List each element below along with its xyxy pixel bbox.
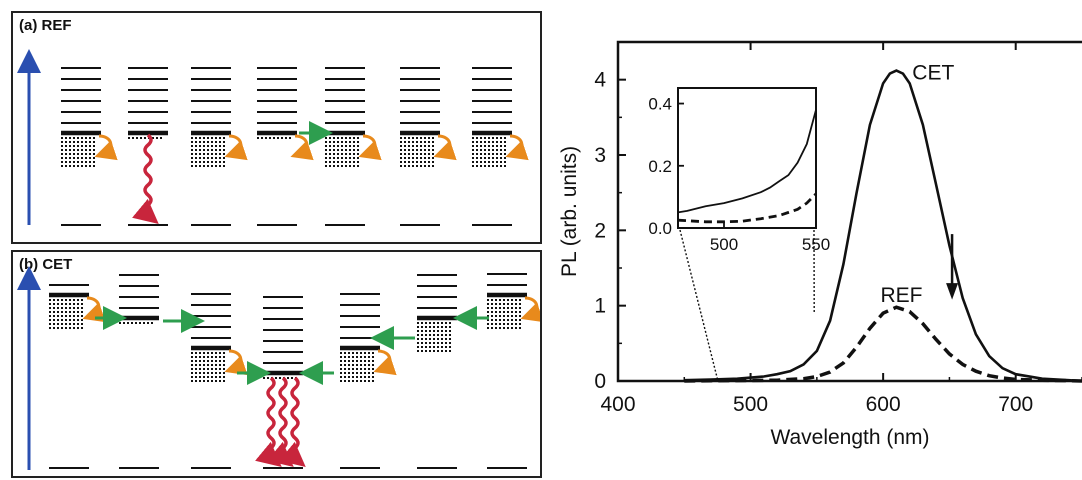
emission-arrow <box>267 376 294 467</box>
panel-a-label: (a) REF <box>19 17 72 34</box>
annotation-ref-label: REF <box>880 284 922 307</box>
relaxation-arrow <box>358 134 382 161</box>
relaxation-arrow <box>433 134 457 161</box>
plot-frame <box>616 40 1082 383</box>
inset-frame <box>677 87 817 229</box>
x-tick-label: 400 <box>600 393 635 416</box>
relaxation-arrow <box>505 134 529 161</box>
y-tick-label: 2 <box>594 219 606 242</box>
energy-level-column <box>340 293 380 469</box>
relaxation-arrow <box>290 134 314 161</box>
relaxation-arrow <box>224 134 248 161</box>
energy-level-column <box>119 274 159 469</box>
y-tick-label: 1 <box>594 295 606 318</box>
emission-arrow <box>255 376 282 467</box>
energy-level-column <box>61 67 101 226</box>
inset-y-tick-label: 0.0 <box>648 219 672 238</box>
inset-series-ref <box>677 192 817 224</box>
relaxation-arrow <box>94 134 118 161</box>
emission-arrow <box>132 133 159 224</box>
relaxation-arrow <box>520 296 540 323</box>
decrease-arrow-head <box>946 283 959 300</box>
inset-y-tick-label: 0.2 <box>648 157 672 176</box>
y-tick-label: 0 <box>594 370 606 393</box>
x-axis-label: Wavelength (nm) <box>770 426 929 449</box>
emission-arrow <box>279 376 306 467</box>
inset-zoom-guide-left <box>679 229 719 380</box>
energy-level-column <box>325 67 365 226</box>
series-line-ref <box>684 305 1082 383</box>
energy-level-column <box>257 67 297 226</box>
relaxation-arrow <box>373 349 397 376</box>
pl-spectrum-chart: 400 500 600 700 0 1 2 3 4 Wavelength (nm) PL (arb.… <box>558 40 1082 449</box>
energy-level-column <box>191 67 231 226</box>
panel-b-cet-diagram: (b) CET <box>11 250 542 478</box>
x-tick-label: 500 <box>733 393 768 416</box>
ref-energy-level-diagram <box>17 49 529 226</box>
inset-y-tick-label: 0.4 <box>648 95 672 114</box>
annotation-cet-label: CET <box>912 62 954 85</box>
energy-level-column <box>472 67 512 226</box>
relaxation-arrow <box>224 349 248 376</box>
y-axis-label: PL (arb. units) <box>558 146 581 277</box>
energy-level-column <box>128 67 168 226</box>
energy-level-column <box>49 284 89 469</box>
x-tick-label: 600 <box>866 393 901 416</box>
y-tick-label: 3 <box>594 144 606 167</box>
inset-x-tick-label: 550 <box>802 235 830 254</box>
series-line-cet <box>684 69 1082 383</box>
energy-level-column <box>417 274 457 469</box>
inset-series-cet <box>677 109 817 214</box>
y-tick-label: 4 <box>594 69 606 92</box>
energy-level-column <box>400 67 440 226</box>
energy-level-column <box>263 296 303 469</box>
energy-level-column <box>487 273 527 469</box>
inset-x-tick-label: 500 <box>710 235 738 254</box>
panel-a-ref-diagram: (a) REF <box>11 11 542 244</box>
relaxation-arrow <box>82 296 106 323</box>
x-tick-label: 700 <box>998 393 1033 416</box>
cet-energy-level-diagram <box>17 266 540 470</box>
